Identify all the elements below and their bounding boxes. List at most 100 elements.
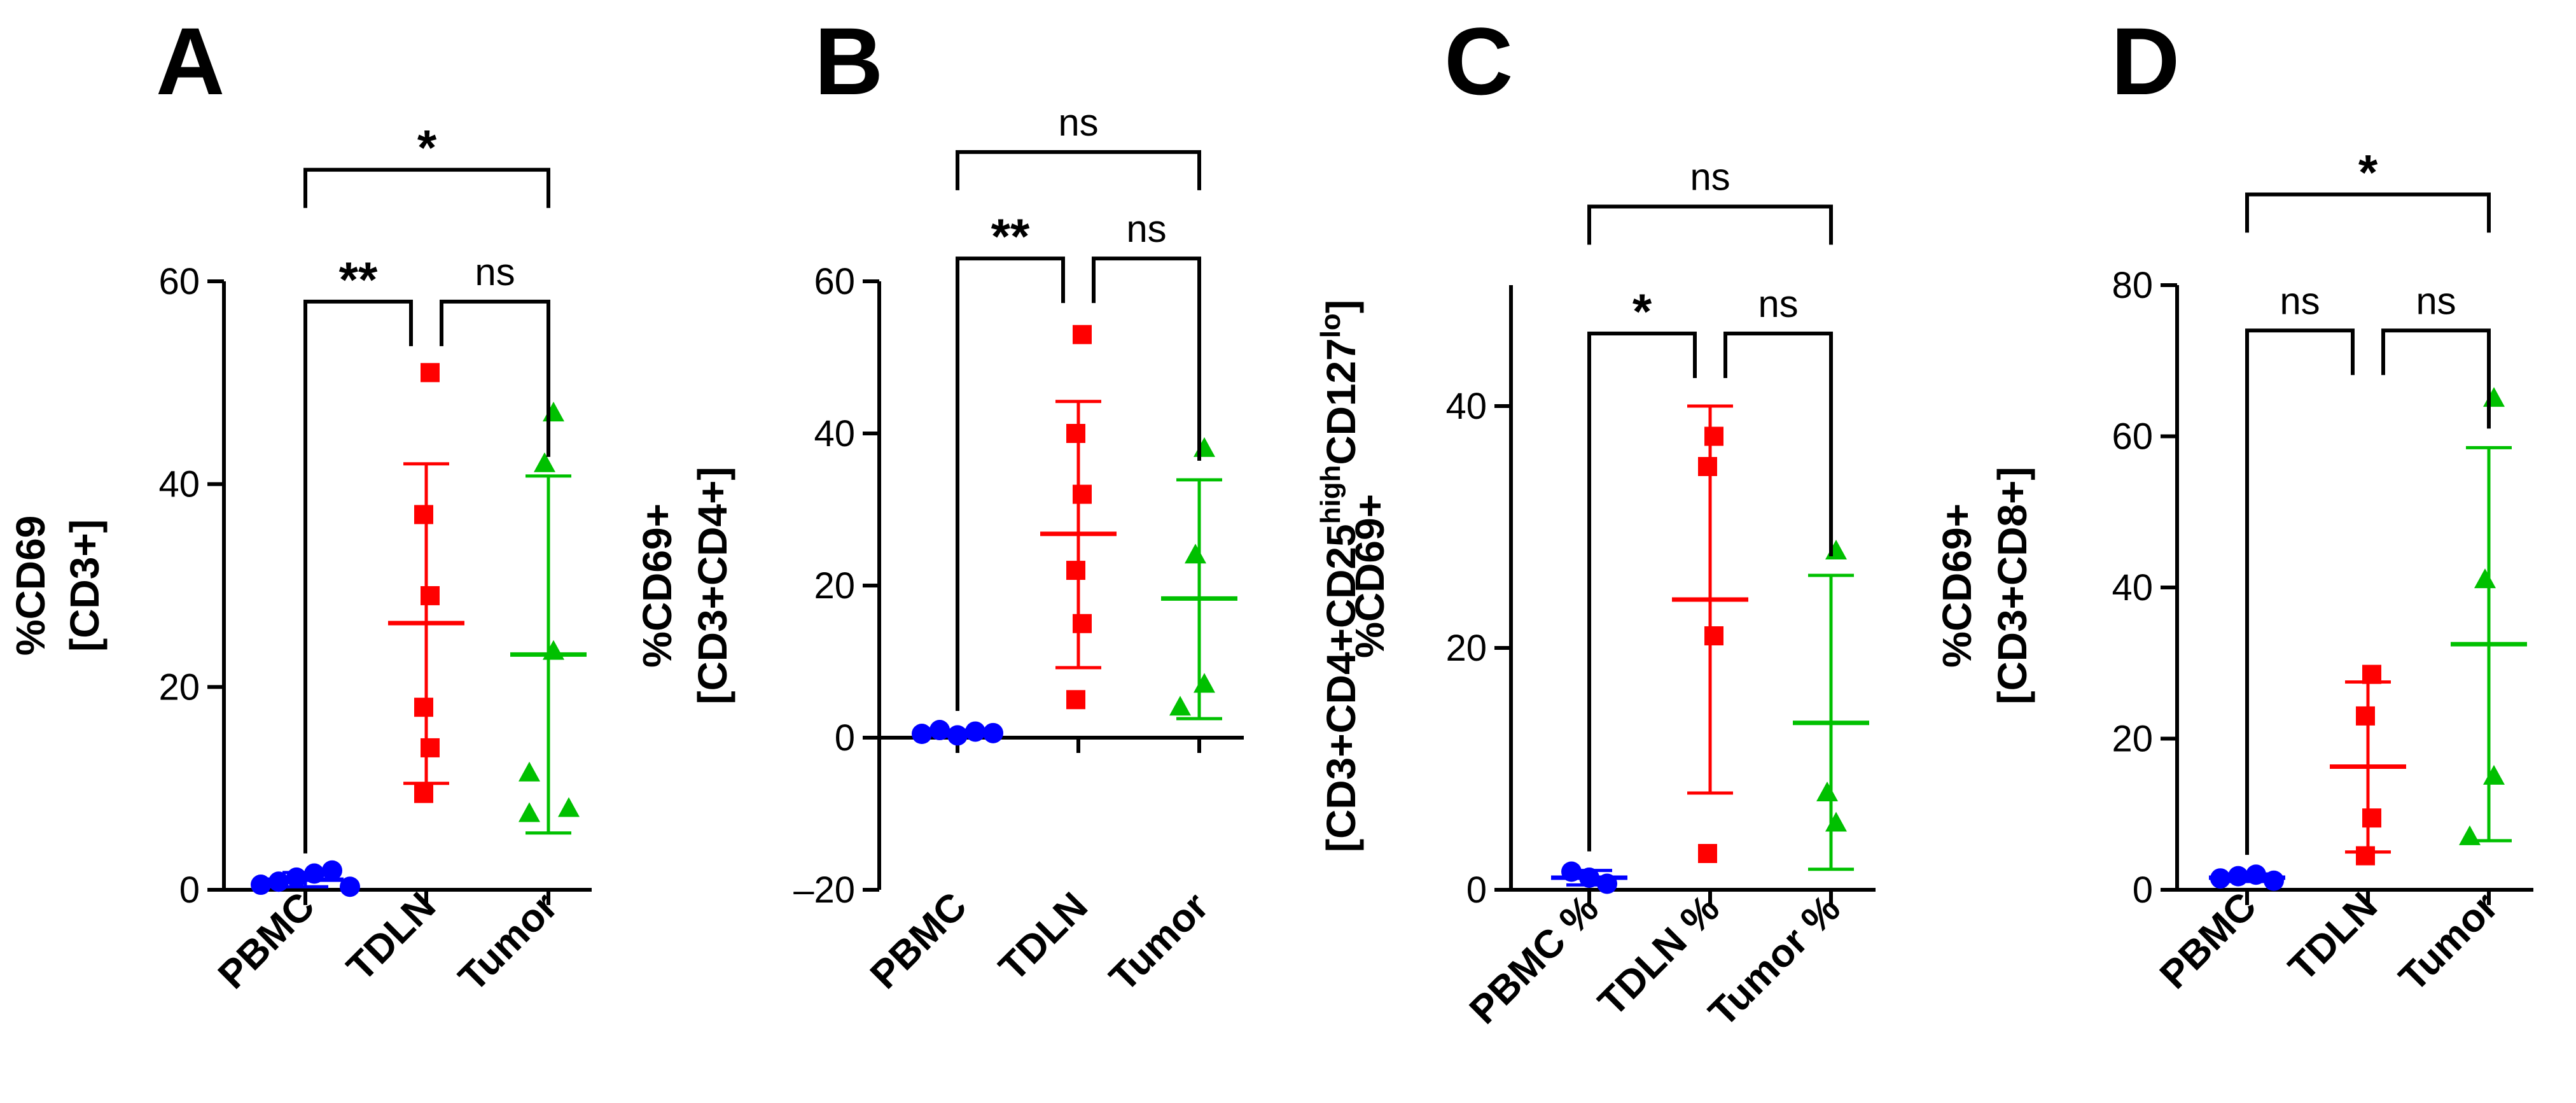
y-axis-title-line: %CD69 — [8, 516, 53, 656]
category-label: TDLN — [338, 884, 444, 990]
data-point — [286, 867, 307, 888]
y-tick-label: 40 — [2112, 567, 2153, 608]
data-point — [1579, 868, 1599, 888]
data-point — [1698, 457, 1717, 476]
significance-bracket — [1723, 332, 1833, 556]
data-point — [2210, 868, 2231, 889]
y-tick-label: 80 — [2112, 265, 2153, 306]
panel-a: A 0 20 40 60 PBMC TDLN Tumor %CD69 [CD3+] ** ns * — [8, 8, 592, 1000]
significance-label: ns — [475, 251, 515, 293]
category-label: TDLN — [991, 884, 1096, 990]
series-tdln — [1672, 404, 1748, 863]
y-tick-label: –20 — [793, 869, 855, 911]
panel-letter: D — [2111, 8, 2180, 115]
significance-bracket — [303, 299, 413, 854]
data-point — [1066, 561, 1085, 580]
data-point — [340, 876, 360, 897]
series-pbmc — [912, 720, 1003, 746]
y-axis-title-main: %CD69+ — [1347, 494, 1393, 658]
data-point — [519, 802, 540, 822]
y-axis-title-line: [CD3+CD8+] — [1989, 467, 2035, 704]
significance-bracket — [2245, 192, 2491, 233]
panel-letter: B — [814, 8, 883, 115]
data-point — [1066, 690, 1085, 710]
significance-label: ns — [2416, 279, 2456, 322]
y-tick-label: 60 — [158, 261, 200, 302]
data-point — [912, 724, 932, 745]
panel-letter: C — [1444, 8, 1513, 115]
data-point — [534, 452, 555, 472]
data-point — [2483, 387, 2505, 407]
data-point — [965, 721, 985, 742]
data-point — [251, 875, 271, 896]
series-pbmc — [251, 860, 360, 897]
y-tick-label: 40 — [1445, 386, 1487, 427]
data-point — [2474, 568, 2496, 589]
data-point — [543, 640, 564, 660]
y-tick-label: 20 — [814, 565, 855, 607]
data-point — [304, 863, 324, 884]
panel-d: D 0 20 40 60 80 PBMC TDLN Tumor %CD69+ [CD3+CD8+] n… — [1934, 8, 2533, 1000]
data-point — [1561, 861, 1582, 882]
y-axis-title-sub: [CD3+CD4+CD25highCD127lo] — [1315, 300, 1365, 852]
y-axis-title-line: %CD69+ — [634, 503, 680, 668]
data-point — [421, 586, 440, 605]
data-point — [543, 402, 564, 422]
category-label: TDLN — [2280, 884, 2386, 990]
y-axis-title-line: [CD3+CD4+] — [690, 467, 735, 704]
data-point — [1816, 782, 1838, 801]
significance-bracket — [2381, 328, 2491, 429]
y-tick-label: 40 — [158, 464, 200, 505]
data-point — [1073, 614, 1092, 633]
series-tumor — [2451, 387, 2527, 845]
y-tick-label: 60 — [814, 261, 855, 302]
y-axis-title-part: CD127 — [1318, 338, 1364, 465]
significance-label: ** — [339, 251, 378, 307]
data-point — [558, 797, 580, 817]
significance-bracket — [1587, 332, 1697, 852]
data-point — [1825, 540, 1847, 559]
panel-b: B –20 0 20 40 60 PBMC TDLN Tumor %CD69+ [CD3+CD4+]… — [634, 8, 1244, 1000]
data-point — [519, 761, 540, 782]
series-tdln — [388, 363, 464, 803]
category-label: Tumor % — [1701, 887, 1849, 1035]
data-point — [1194, 673, 1215, 693]
y-tick-label: 60 — [2112, 416, 2153, 458]
data-point — [414, 505, 433, 524]
data-point — [947, 725, 968, 746]
series-tumor — [1793, 540, 1869, 871]
data-point — [421, 363, 440, 383]
y-axis-title-line: %CD69+ — [1934, 503, 1980, 668]
significance-label: * — [2358, 144, 2378, 200]
series-tdln — [1040, 325, 1117, 710]
y-tick-label: 20 — [158, 666, 200, 708]
data-point — [1073, 484, 1092, 504]
data-point — [322, 860, 342, 881]
y-tick-label: 0 — [2133, 869, 2153, 911]
data-point — [1698, 844, 1717, 863]
series-tumor — [1161, 437, 1237, 720]
data-point — [983, 722, 1003, 743]
data-point — [1704, 626, 1723, 645]
y-axis-title-line: [CD3+] — [62, 519, 108, 652]
data-point — [414, 698, 433, 717]
category-label: PBMC — [862, 884, 975, 997]
significance-bracket — [956, 256, 1065, 712]
data-point — [1169, 696, 1191, 716]
data-point — [2264, 870, 2284, 891]
y-tick-label: 0 — [179, 869, 200, 911]
significance-label: ns — [2280, 279, 2320, 322]
data-point — [1185, 544, 1206, 564]
data-point — [414, 783, 433, 803]
series-tdln — [2330, 664, 2406, 866]
y-axis-title-part: [CD3+CD4+CD25 — [1318, 524, 1364, 852]
y-axis-title-superscript: lo — [1315, 313, 1346, 338]
category-label: Tumor — [2391, 884, 2507, 1000]
significance-label: ** — [991, 208, 1030, 264]
significance-bracket — [2245, 328, 2355, 855]
significance-bracket — [956, 150, 1201, 190]
significance-bracket — [303, 167, 550, 208]
data-point — [2362, 664, 2381, 684]
